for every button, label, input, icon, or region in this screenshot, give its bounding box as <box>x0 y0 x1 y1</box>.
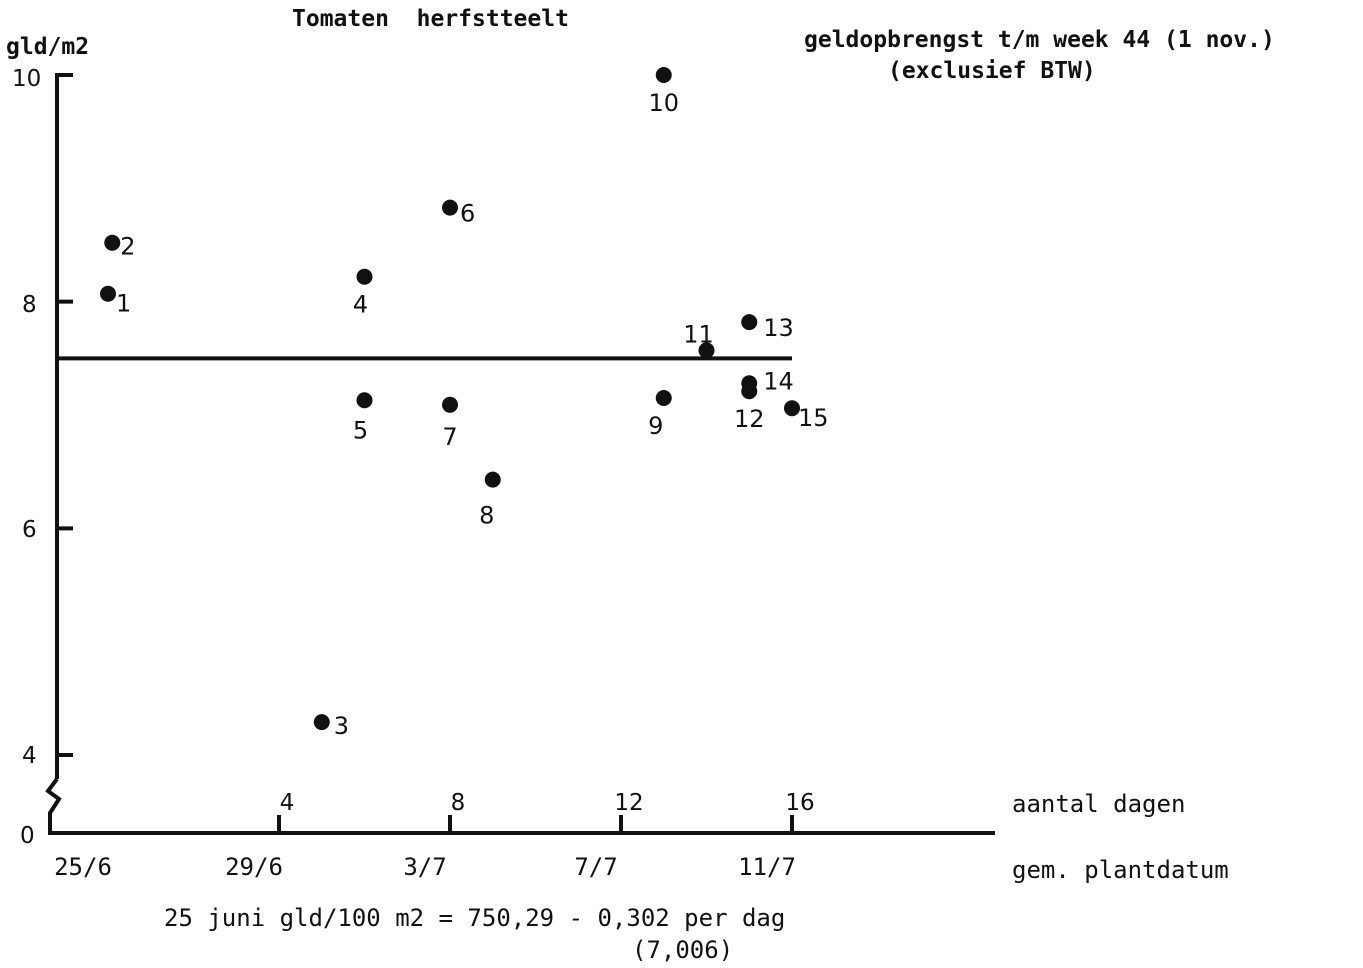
data-point-4 <box>356 268 373 285</box>
x-date-label-25-6: 25/6 <box>54 853 112 881</box>
x-axis-label-dates: gem. plantdatum <box>1012 856 1229 884</box>
x-date-label-11-7: 11/7 <box>738 853 796 881</box>
point-label-15: 15 <box>798 404 829 432</box>
point-label-12: 12 <box>734 405 765 433</box>
data-point-15 <box>784 400 800 417</box>
y-tick-label-8: 8 <box>22 292 37 318</box>
data-point-6 <box>442 199 458 216</box>
y-tick-label-6: 6 <box>22 517 37 543</box>
point-label-4: 4 <box>353 291 368 319</box>
regression-formula-note: (7,006) <box>632 936 734 964</box>
data-point-1 <box>100 285 116 302</box>
point-label-6: 6 <box>460 200 475 228</box>
x-tick-label-12: 12 <box>614 790 643 816</box>
y-tick-label-10: 10 <box>12 66 42 92</box>
data-point-7 <box>442 396 458 413</box>
point-label-1: 1 <box>116 290 131 318</box>
data-point-3 <box>313 714 330 731</box>
x-date-label-7-7: 7/7 <box>574 853 617 881</box>
chart-title: Tomaten herfstteelt <box>292 6 569 32</box>
data-point-2 <box>104 234 121 251</box>
point-label-11: 11 <box>683 320 714 348</box>
y-axis-label: gld/m2 <box>6 34 90 60</box>
data-point-10 <box>655 67 672 83</box>
point-label-2: 2 <box>120 233 135 261</box>
regression-formula: 25 juni gld/100 m2 = 750,29 - 0,302 per … <box>164 904 786 932</box>
x-date-label-3-7: 3/7 <box>403 853 446 881</box>
x-tick-label-8: 8 <box>451 790 466 816</box>
data-point-11 <box>698 342 715 359</box>
data-point-14 <box>741 375 758 392</box>
y-tick-label-4: 4 <box>22 743 37 769</box>
x-tick-label-4: 4 <box>280 790 295 816</box>
point-label-9: 9 <box>648 412 663 440</box>
point-label-7: 7 <box>442 423 457 451</box>
point-label-14: 14 <box>763 367 794 395</box>
data-point-13 <box>741 314 758 331</box>
x-tick-label-16: 16 <box>785 790 814 816</box>
point-label-13: 13 <box>763 314 794 342</box>
x-axis-label-days: aantal dagen <box>1012 790 1186 818</box>
point-label-5: 5 <box>353 416 368 444</box>
y-tick-label-0: 0 <box>20 823 35 849</box>
data-point-9 <box>655 390 672 406</box>
point-label-10: 10 <box>648 89 679 117</box>
point-label-3: 3 <box>334 712 349 740</box>
y-axis-break <box>45 777 62 833</box>
chart-subtitle: geldopbrengst t/m week 44 (1 nov.) <box>804 27 1275 53</box>
point-label-8: 8 <box>479 502 494 530</box>
chart-subtitle-note: (exclusief BTW) <box>888 58 1096 84</box>
x-date-label-29-6: 29/6 <box>225 853 283 881</box>
data-point-5 <box>356 392 373 409</box>
data-point-8 <box>484 471 501 488</box>
